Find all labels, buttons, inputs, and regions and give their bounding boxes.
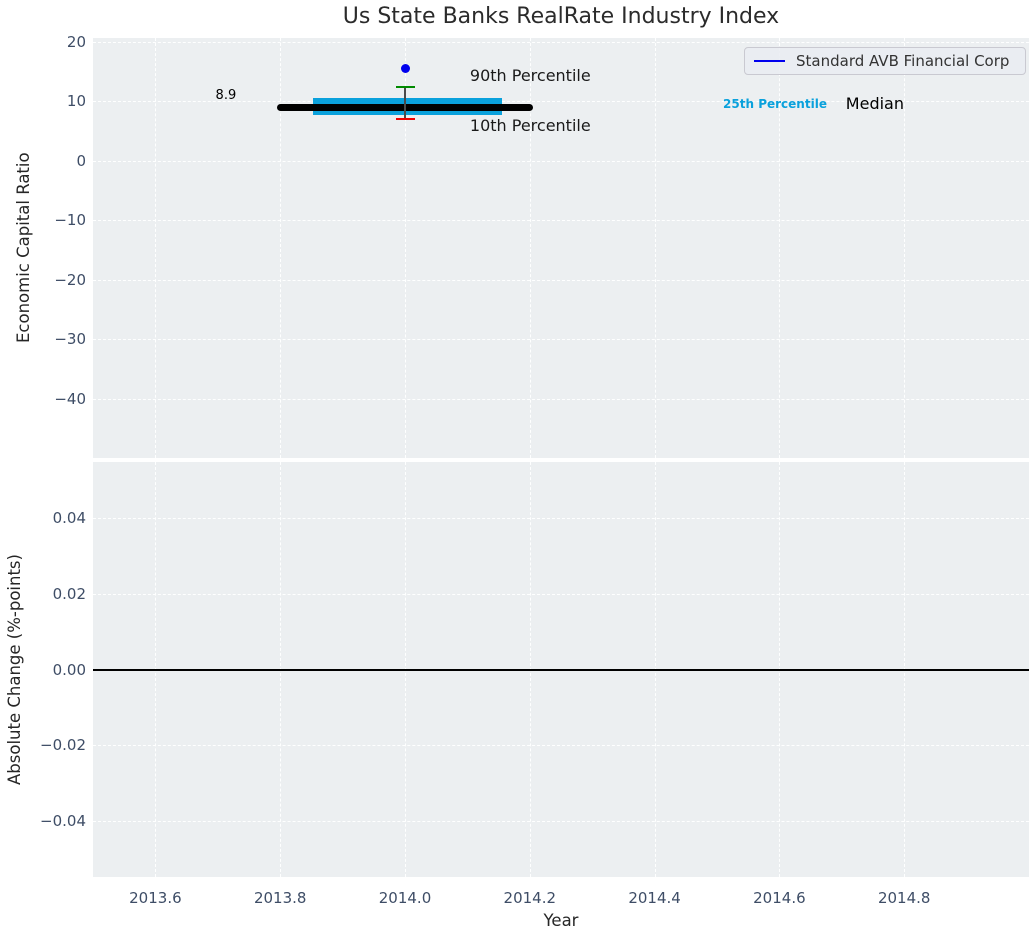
company-point — [400, 64, 410, 74]
annotation-8-9: 8.9 — [215, 87, 237, 103]
gridline-y-−10 — [93, 220, 1029, 221]
annotation-25th-percentile: 25th Percentile — [723, 97, 827, 112]
x-axis-label: Year — [543, 911, 579, 930]
gridline-y-0 — [93, 160, 1029, 162]
y-tick-label-−0.02: −0.02 — [40, 736, 86, 755]
gridline-x-2014.2 — [529, 38, 531, 458]
gridline-x-2014.8 — [904, 38, 906, 458]
x-tick-label-2013.8: 2013.8 — [253, 889, 307, 907]
p10-cap — [395, 117, 415, 121]
annotation-10th-percentile: 10th Percentile — [469, 116, 591, 136]
gridline-x-2013.8 — [280, 38, 282, 458]
gridline-x-2014.4 — [654, 38, 656, 458]
y-tick-label-−30: −30 — [54, 330, 86, 348]
p90-cap — [395, 85, 415, 89]
y-tick-label-10: 10 — [66, 92, 86, 111]
bottom-y-axis-label: Absolute Change (%-points) — [5, 554, 24, 785]
x-tick-label-2014.2: 2014.2 — [503, 889, 557, 907]
y-tick-label-−0.04: −0.04 — [40, 812, 86, 830]
y-tick-label-−40: −40 — [54, 389, 86, 408]
gridline-y-−0.04 — [93, 821, 1029, 822]
gridline-y-−0.02 — [93, 745, 1029, 747]
y-tick-label-0: 0 — [76, 151, 86, 170]
y-tick-label-0.00: 0.00 — [52, 660, 86, 679]
gridline-y-−30 — [93, 339, 1029, 340]
zero-line — [93, 668, 1029, 671]
gridline-y-0.02 — [93, 593, 1029, 595]
bottom-plot-area — [93, 462, 1029, 877]
y-tick-label-−10: −10 — [54, 211, 86, 229]
gridline-x-2014.0 — [405, 38, 406, 458]
y-tick-label-20: 20 — [66, 32, 86, 51]
gridline-y-0.04 — [93, 518, 1029, 519]
x-tick-label-2014.4: 2014.4 — [628, 889, 681, 907]
x-tick-label-2014.8: 2014.8 — [877, 889, 931, 907]
annotation-median: Median — [845, 94, 904, 114]
x-tick-label-2013.6: 2013.6 — [129, 889, 182, 907]
y-tick-label-0.04: 0.04 — [52, 509, 86, 527]
chart-title: Us State Banks RealRate Industry Index — [342, 4, 780, 29]
top-y-axis-label: Economic Capital Ratio — [14, 152, 33, 344]
gridline-y-10 — [93, 101, 1029, 103]
gridline-x-2014.6 — [779, 38, 781, 458]
legend: Standard AVB Financial Corp — [744, 47, 1026, 75]
x-tick-label-2014.0: 2014.0 — [378, 889, 432, 907]
gridline-y-−40 — [93, 398, 1029, 400]
gridline-y-20 — [93, 41, 1029, 43]
annotation-90th-percentile: 90th Percentile — [469, 66, 591, 86]
legend-line-sample — [754, 59, 785, 63]
gridline-x-2013.6 — [155, 38, 157, 458]
whisker-line — [404, 86, 406, 119]
legend-label: Standard AVB Financial Corp — [796, 52, 1010, 70]
x-tick-label-2014.6: 2014.6 — [753, 889, 806, 907]
y-tick-label-−20: −20 — [54, 270, 86, 289]
y-tick-label-0.02: 0.02 — [52, 584, 86, 603]
top-plot-area: 8.9 90th Percentile 10th Percentile 25th Pe… — [93, 38, 1029, 458]
gridline-y-−20 — [93, 279, 1029, 281]
